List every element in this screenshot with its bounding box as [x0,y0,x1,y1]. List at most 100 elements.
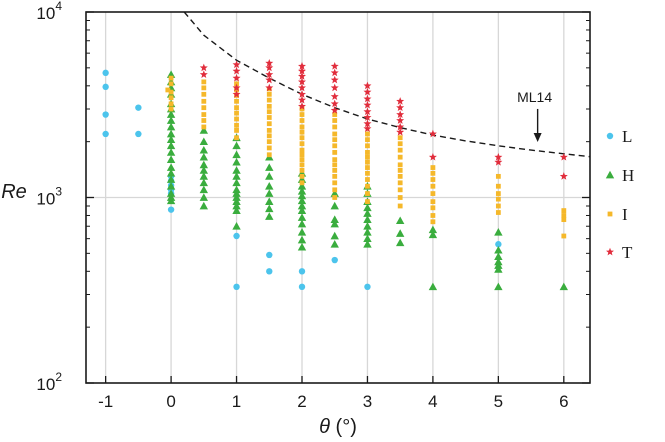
data-point-h [232,206,241,214]
data-point-h [297,201,307,210]
data-point-i [266,115,272,120]
data-point-i [168,101,174,107]
data-point-t [298,77,306,86]
data-point-i [397,180,403,186]
legend: L H IT [605,127,634,262]
series-i [165,75,567,239]
data-point-h [232,222,241,230]
data-point-i [365,170,370,176]
legend-marker-l [606,132,614,140]
data-point-i [299,141,305,147]
data-point-t [330,62,339,70]
legend-marker-h [605,170,615,179]
data-point-t [396,127,405,136]
data-point-i [397,147,403,153]
data-point-l [233,232,240,240]
data-point-h [330,219,339,228]
data-point-t [265,63,274,72]
data-point-h [199,126,209,134]
data-point-i [299,162,305,168]
data-point-t [396,97,405,105]
data-point-i [201,85,207,91]
data-point-h [232,150,241,159]
data-point-h [265,197,274,205]
data-point-h [232,201,241,210]
data-point-h [494,261,503,269]
data-point-t [265,58,274,67]
ml14-annotation: ML14 [517,89,552,142]
data-point-h [395,238,405,247]
data-point-t [363,94,372,103]
data-point-l [102,83,109,91]
data-point-t [330,106,339,114]
y-tick-label: 102 [36,370,62,394]
data-point-t [265,83,274,92]
data-point-h [265,189,274,197]
y-tick-label: 103 [36,185,62,209]
data-point-t [330,83,339,92]
data-point-i [397,187,403,193]
data-point-t [428,129,437,138]
series-t [199,58,568,180]
data-point-i [365,131,370,137]
data-point-h [232,157,241,166]
data-point-t [199,70,208,78]
data-point-h [166,155,176,163]
data-point-h [166,189,176,197]
data-point-h [330,201,339,210]
data-point-i [332,118,338,123]
data-point-i [365,165,370,170]
data-point-h [199,178,209,187]
data-point-t [396,103,405,112]
data-point-i [561,213,567,218]
data-point-i [332,173,338,179]
data-point-h [559,282,569,291]
data-point-i [299,112,305,117]
data-point-i [397,162,403,168]
data-point-t [363,87,372,96]
data-point-t [298,62,306,70]
x-tick-label: 6 [559,392,568,411]
data-point-t [363,113,372,121]
data-point-i [495,203,501,209]
data-point-t [199,63,208,72]
data-point-h [363,222,372,230]
data-point-i [561,233,567,239]
x-tick-label: 1 [232,392,241,411]
data-point-i [365,177,370,182]
data-point-h [166,122,176,131]
data-point-i [332,131,338,137]
data-point-h [199,172,209,180]
data-point-i [495,210,501,215]
data-point-i [168,89,174,95]
data-point-i [234,122,239,128]
data-point-h [166,148,176,156]
data-point-h [363,234,372,243]
data-point-i [168,95,174,101]
data-point-i [299,124,305,130]
legend-label-t: T [622,243,633,262]
data-point-h [199,145,209,154]
data-point-i [430,165,436,170]
data-point-i [266,121,272,127]
y-tick-label: 104 [36,0,62,23]
data-point-i [234,98,239,104]
data-point-h [166,116,176,124]
data-point-h [232,189,241,197]
data-point-i [168,75,174,81]
data-point-h [232,166,241,174]
y-axis-label: Re [1,181,27,203]
data-point-t [298,66,306,75]
data-point-i [299,167,305,173]
data-point-h [297,213,307,221]
data-point-h [363,203,372,212]
data-point-t [559,152,568,161]
legend-label-l: L [622,127,632,146]
data-point-i [201,98,207,104]
data-point-h [265,182,274,190]
data-point-h [166,196,176,205]
data-point-l [102,130,109,138]
data-point-t [363,124,372,133]
data-point-i [234,116,239,122]
data-point-l [495,241,502,248]
